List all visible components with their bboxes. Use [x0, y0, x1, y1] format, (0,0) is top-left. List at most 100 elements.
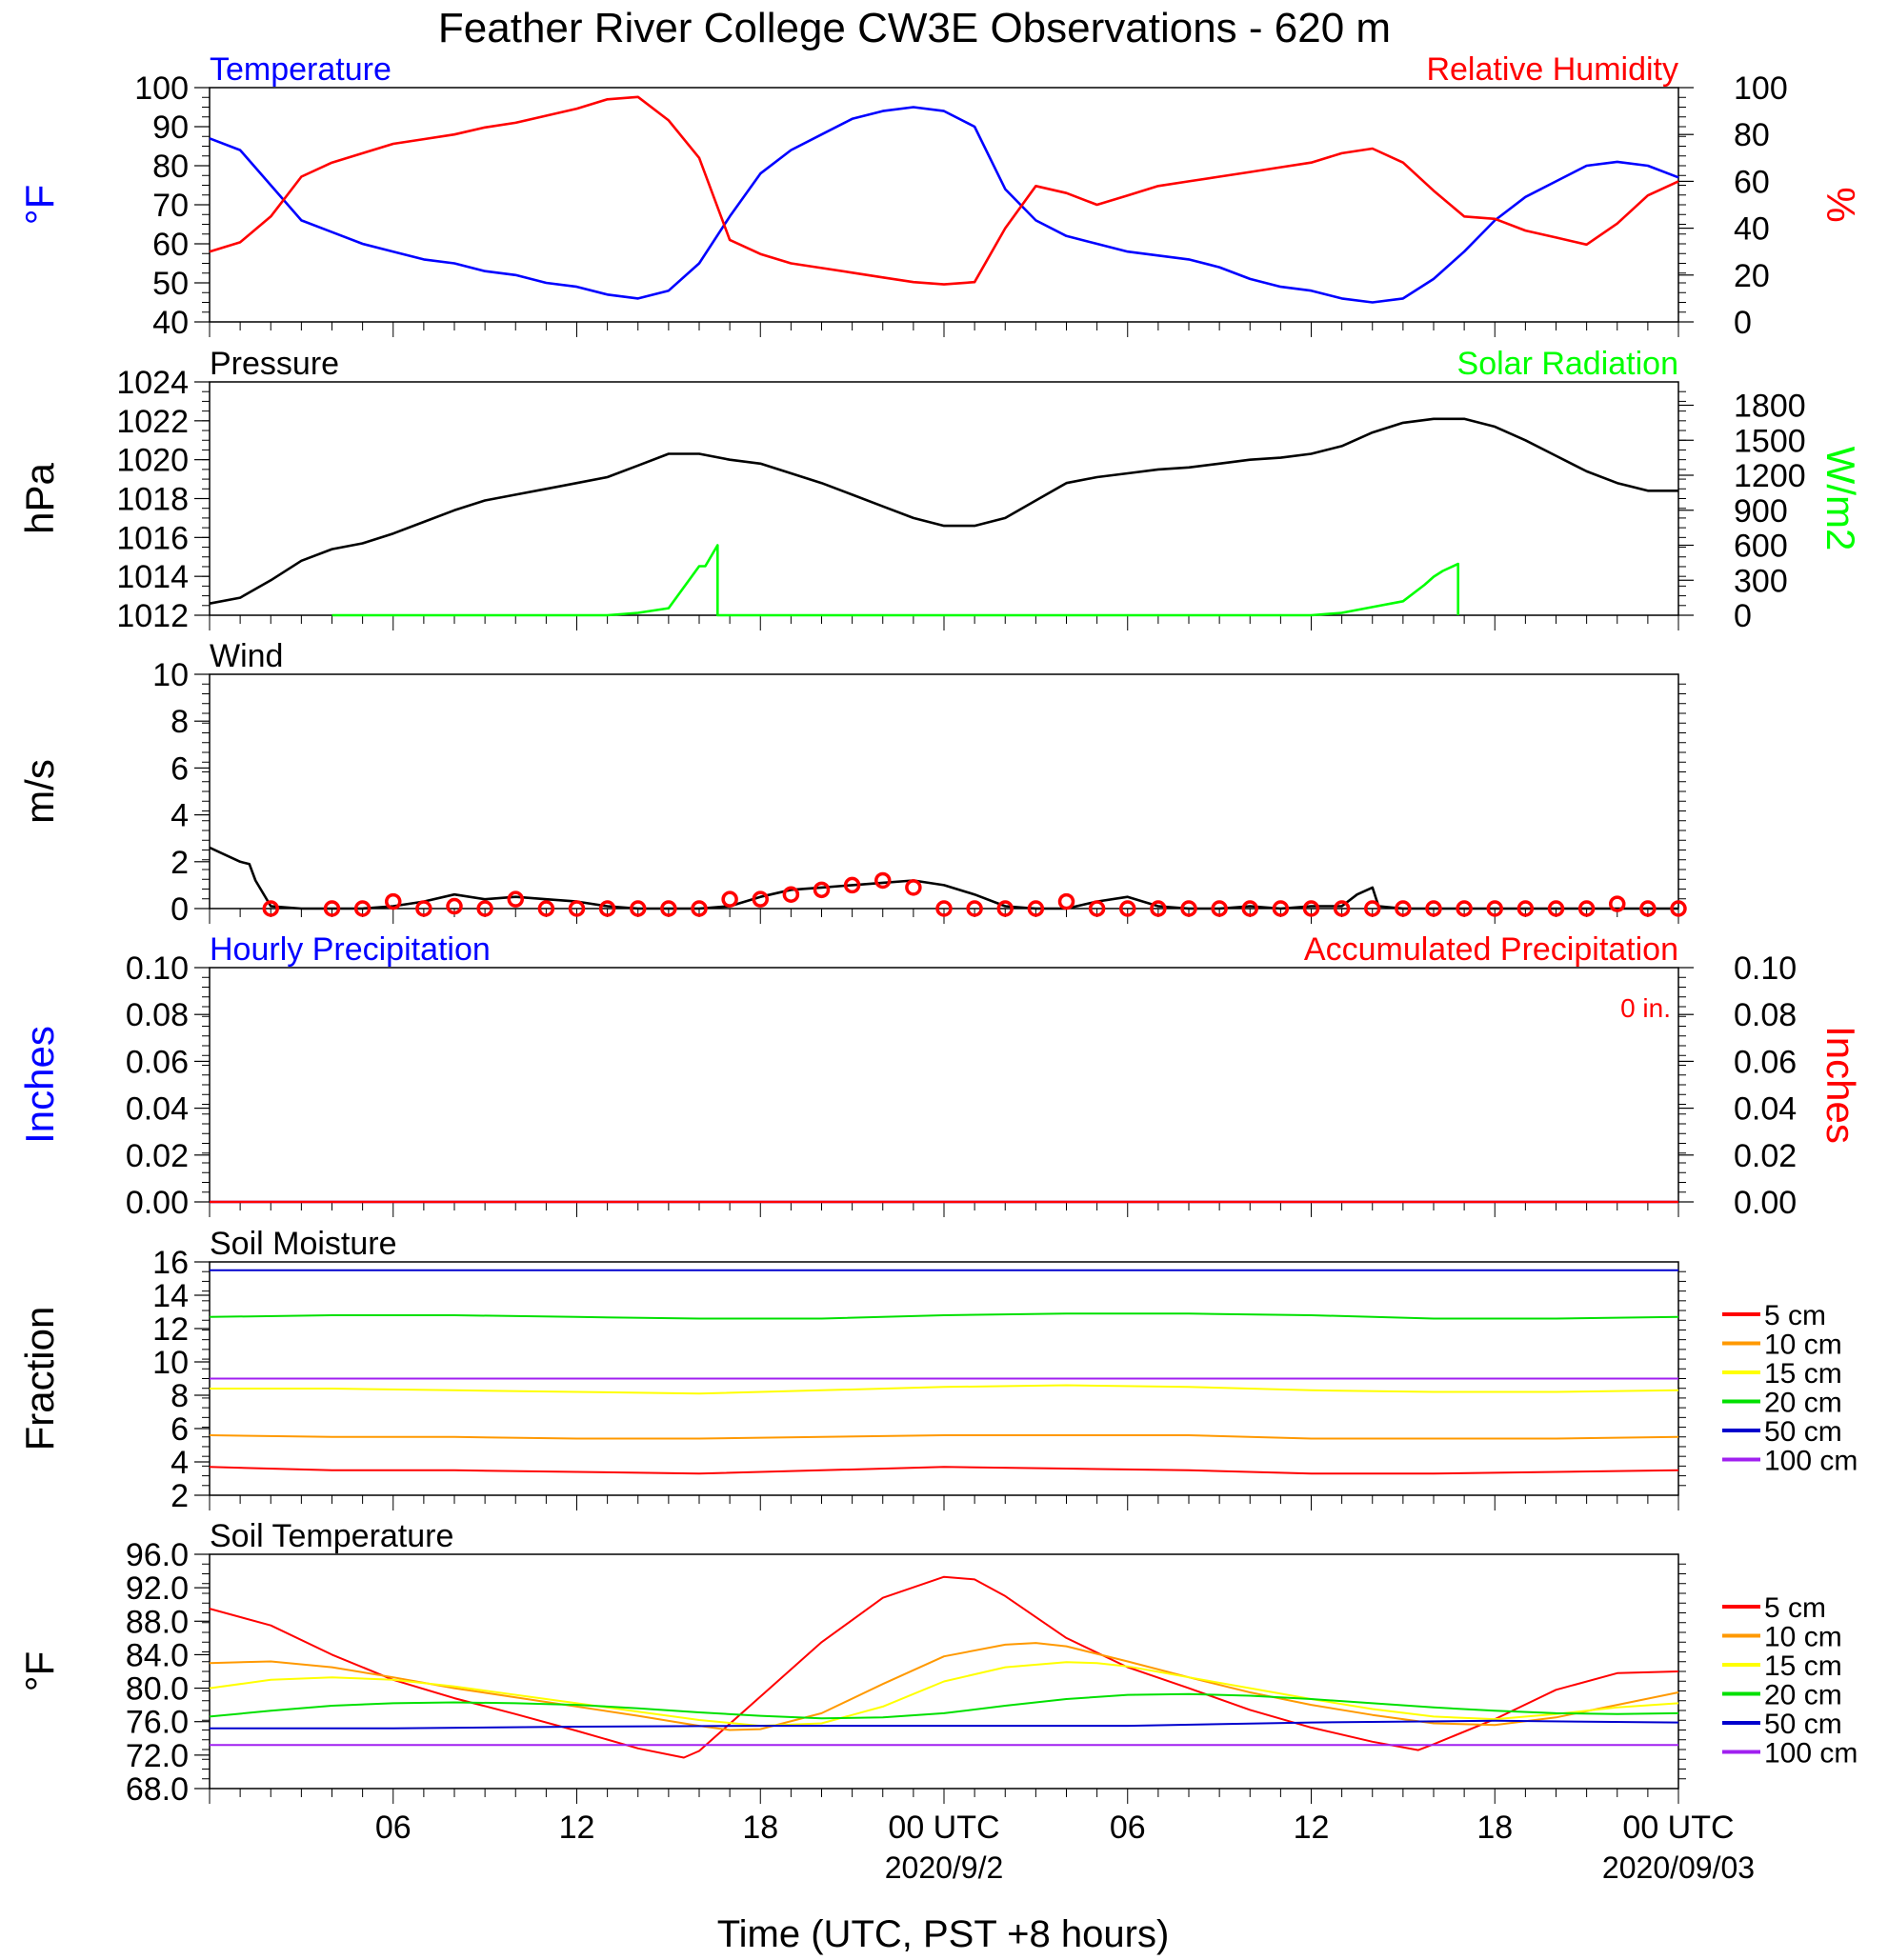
y-tick-label-right: 600 [1734, 529, 1788, 565]
x-tick-label: 18 [742, 1810, 778, 1846]
legend-label: 20 cm [1764, 1680, 1842, 1711]
series-20-cm [209, 1692, 1679, 1720]
y-tick-label-right: 1500 [1734, 423, 1806, 459]
wind-marker [1180, 900, 1197, 917]
wind-marker [353, 900, 372, 917]
y-tick-label: 1020 [116, 443, 189, 479]
plot-frame [209, 967, 1679, 1203]
legend-label: 100 cm [1764, 1738, 1858, 1770]
legend-label: 15 cm [1764, 1650, 1842, 1682]
wind-marker [1456, 900, 1473, 917]
wind-marker [476, 900, 493, 917]
wind-marker [323, 900, 341, 917]
y-axis-label-left: °F [17, 1651, 62, 1691]
series-5-cm [209, 1575, 1679, 1759]
y-tick-label-right: 0.02 [1734, 1138, 1797, 1174]
series-15-cm [209, 1661, 1679, 1728]
y-axis-label-right: % [1818, 187, 1863, 222]
y-axis-label-left: m/s [17, 759, 62, 824]
y-tick-label-right: 0 [1734, 598, 1752, 634]
wind-marker [1577, 900, 1596, 917]
y-tick-label: 0.06 [126, 1044, 189, 1080]
y-tick-label-right: 80 [1734, 117, 1770, 153]
y-tick-label: 0.10 [126, 950, 189, 987]
y-axis-label-left: Fraction [17, 1307, 62, 1451]
series-5-cm [209, 1466, 1679, 1475]
panel-title-left: Soil Temperature [210, 1518, 453, 1554]
wind-marker [1547, 900, 1565, 917]
y-axis-label-left: Inches [17, 1026, 62, 1144]
y-tick-label: 0.04 [126, 1091, 189, 1128]
chart-title: Feather River College CW3E Observations … [438, 5, 1391, 51]
legend-label: 10 cm [1764, 1622, 1842, 1653]
wind-marker [446, 897, 463, 915]
y-tick-label: 10 [152, 1345, 189, 1381]
wind-marker [1150, 900, 1167, 917]
series-line [209, 846, 1678, 910]
y-tick-label: 90 [152, 110, 189, 146]
wind-marker [1609, 895, 1626, 912]
series-line [331, 544, 1459, 617]
wind-marker [630, 900, 647, 917]
y-tick-label: 0.02 [126, 1138, 189, 1174]
legend-label: 15 cm [1764, 1358, 1842, 1390]
wind-marker [874, 871, 892, 890]
plot-frame [209, 673, 1679, 910]
y-tick-label-right: 0.08 [1734, 997, 1797, 1033]
wind-marker [1211, 900, 1228, 917]
y-tick-label: 96.0 [126, 1537, 189, 1573]
panel-hourly-precipitation: 0.10 0.08 0.06 0.04 0.02 0.00 0.10 0.08 0.06 0.04… [17, 931, 1863, 1221]
wind-marker [507, 890, 524, 908]
wind-marker [537, 900, 555, 917]
y-tick-label-right: 100 [1734, 70, 1788, 107]
wind-marker [782, 886, 800, 903]
y-tick-label-right: 20 [1734, 258, 1770, 294]
y-tick-label: 100 [134, 70, 189, 107]
wind-marker [262, 900, 279, 917]
panel-title-left: Hourly Precipitation [210, 931, 491, 968]
series-15-cm [210, 1384, 1679, 1395]
y-tick-label-right: 900 [1734, 493, 1788, 530]
y-axis-label-left: °F [17, 185, 62, 225]
wind-marker [568, 900, 586, 917]
plot-frame [209, 87, 1679, 323]
y-tick-label-right: 40 [1734, 211, 1770, 248]
y-tick-label-right: 0 [1734, 305, 1752, 341]
series-line [209, 95, 1679, 286]
plot-frame [209, 1553, 1679, 1790]
y-tick-label: 1016 [116, 520, 189, 556]
y-tick-label: 0 [171, 891, 189, 928]
y-tick-label: 88.0 [126, 1604, 189, 1640]
panel-soil-temperature: 96.092.088.084.080.076.072.068.0 Soil Tem… [17, 1518, 1858, 1808]
y-tick-label-right: 60 [1734, 164, 1770, 200]
wind-marker [752, 890, 769, 908]
wind-marker [1395, 900, 1412, 917]
y-tick-label-right: 0.00 [1734, 1185, 1797, 1221]
y-tick-label: 0.08 [126, 997, 189, 1033]
panel-title-left: Pressure [210, 346, 339, 382]
series-50-cm [210, 1719, 1679, 1730]
wind-marker [660, 900, 677, 917]
x-axis-label: Time (UTC, PST +8 hours) [717, 1913, 1170, 1955]
y-tick-label: 2 [171, 845, 189, 881]
legend-label: 5 cm [1764, 1592, 1826, 1624]
y-tick-label-right: 0.06 [1734, 1044, 1797, 1080]
legend-label: 5 cm [1764, 1300, 1826, 1331]
wind-marker [1088, 900, 1106, 917]
y-tick-label-right: 300 [1734, 563, 1788, 599]
panel-wind: 10 8 6 4 2 0 Wind m/s [17, 638, 1687, 928]
x-tick-label: 06 [1110, 1810, 1146, 1846]
x-axis: 06 12 18 00 UTC 06 12 18 00 UTC 2020/9/2 2020/09/… [375, 1810, 1755, 1885]
wind-marker [691, 900, 708, 917]
x-date-label: 2020/09/03 [1602, 1850, 1755, 1885]
wind-marker [1670, 900, 1687, 917]
y-tick-label: 84.0 [126, 1637, 189, 1673]
x-tick-label: 06 [375, 1810, 412, 1846]
panel-title-left: Soil Moisture [210, 1226, 397, 1262]
panel-title-right: Solar Radiation [1457, 346, 1678, 382]
wind-marker [935, 900, 953, 917]
wind-marker [1302, 900, 1320, 917]
y-tick-label: 2 [171, 1478, 189, 1514]
